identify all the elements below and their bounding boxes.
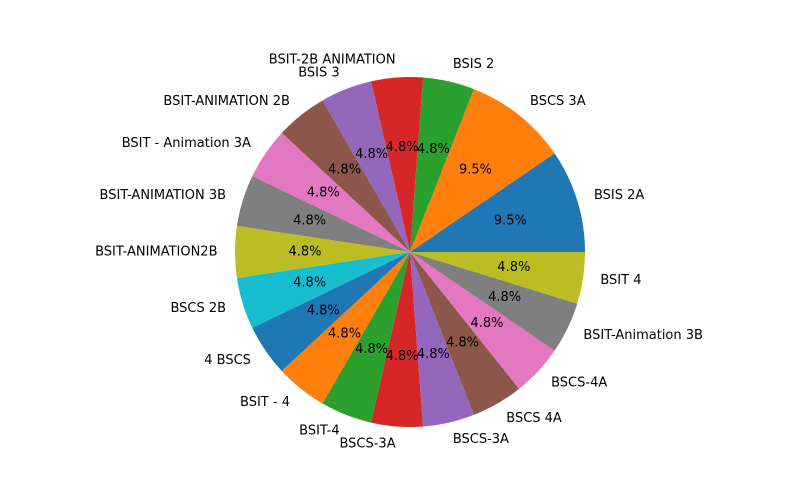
pie-slice-percent-label: 4.8% [307,304,340,319]
pie-slice [410,89,555,252]
pie-slice-category-label: BSCS 4A [506,411,562,426]
pie-slice-percent-label: 4.8% [446,335,479,350]
pie-slice-category-label: BSIS 2 [453,57,494,72]
pie-slice [235,225,410,279]
pie-slices [235,76,585,427]
pie-slice-category-label: BSIT 4 [600,273,641,288]
pie-slice [371,76,424,252]
pie-slice [322,252,410,423]
pie-slice-percent-label: 4.8% [470,316,503,331]
pie-slice [281,252,410,404]
pie-slice-percent-label: 4.8% [497,260,530,275]
pie-slice-percent-label: 4.8% [293,275,326,290]
pie-slice-category-label: BSIT-4 [299,424,340,439]
pie-slice-category-label: 4 BSCS [204,353,251,368]
pie-slice-percent-label: 4.8% [293,214,326,229]
pie-slice-category-label: BSCS 2B [170,301,226,316]
pie-slice [322,81,410,252]
pie-slice-category-label: BSIT - 4 [240,395,290,410]
pie-slice-percent-label: 4.8% [417,142,450,157]
pie-slice-percent-label: 4.8% [386,140,419,155]
pie-percent-labels: 9.5%9.5%4.8%4.8%4.8%4.8%4.8%4.8%4.8%4.8%… [288,140,530,364]
pie-slice-percent-label: 9.5% [459,162,492,177]
pie-slice [410,153,585,252]
pie-slice [410,252,585,304]
pie-slice-percent-label: 4.8% [386,349,419,364]
pie-slice [252,252,410,372]
pie-slice-percent-label: 4.8% [488,290,521,305]
pie-slice-category-label: BSIT-ANIMATION 3B [100,188,227,203]
pie-slice-category-label: BSIS 3 [298,65,339,80]
pie-slice-category-label: BSIT-2B ANIMATION [269,53,396,68]
pie-slice [236,176,410,252]
pie-slice-percent-label: 4.8% [355,147,388,162]
pie-slice [236,252,410,328]
pie-slice [252,132,410,252]
pie-slice-category-label: BSIT-ANIMATION 2B [163,94,290,109]
pie-slice-category-label: BSCS-3A [339,436,395,451]
pie-slice-percent-label: 4.8% [288,245,321,260]
pie-slice [281,100,410,252]
pie-slice [371,252,424,427]
pie-slice [410,252,578,351]
pie-slice [410,252,474,427]
pie-slice-category-label: BSCS-4A [551,375,607,390]
pie-slice-percent-label: 4.8% [307,185,340,200]
pie-slice [410,252,520,415]
pie-slice-category-label: BSCS-3A [453,432,509,447]
pie-slice-category-label: BSIT-ANIMATION2B [95,245,217,260]
pie-slice [410,77,474,252]
pie-slice [410,252,555,389]
pie-slice-percent-label: 4.8% [328,162,361,177]
pie-slice-percent-label: 4.8% [417,347,450,362]
pie-slice-percent-label: 4.8% [328,327,361,342]
pie-slice-category-label: BSIT - Animation 3A [122,136,251,151]
pie-slice-category-label: BSCS 3A [530,94,586,109]
pie-slice-category-label: BSIS 2A [594,188,644,203]
pie-slice-percent-label: 4.8% [355,342,388,357]
pie-slice-percent-label: 9.5% [494,214,527,229]
pie-slice-category-label: BSIT-Animation 3B [583,328,703,343]
